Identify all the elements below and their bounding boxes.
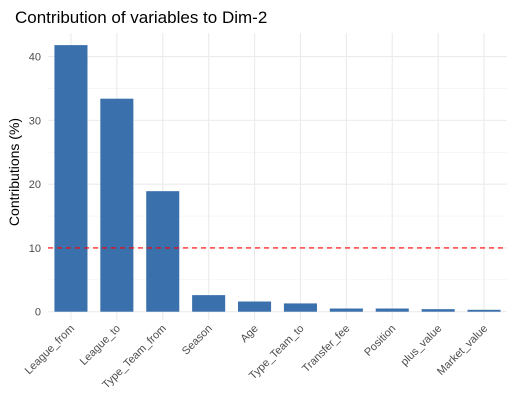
bar-type-team-to — [283, 303, 317, 312]
bar-type-team-from — [146, 191, 180, 312]
bar-league-from — [54, 45, 88, 312]
y-tick-label: 10 — [29, 243, 41, 255]
x-tick-label: League_from — [23, 323, 77, 377]
y-axis-title: Contributions (%) — [6, 118, 22, 226]
y-tick-label: 40 — [29, 52, 41, 64]
bar-transfer-fee — [329, 308, 363, 312]
y-tick-label: 20 — [29, 179, 41, 191]
bar-season — [192, 295, 226, 312]
x-tick-label: Transfer_fee — [300, 323, 352, 375]
bars — [54, 45, 501, 312]
y-tick-label: 30 — [29, 115, 41, 127]
x-tick-label: Position — [362, 323, 398, 359]
x-tick-label: Age — [238, 323, 260, 345]
y-tick-label: 0 — [35, 307, 41, 319]
bar-age — [238, 301, 272, 312]
x-tick-label: Season — [180, 323, 215, 358]
y-axis-ticks: 0 10 20 30 40 — [29, 52, 41, 319]
chart-title: Contribution of variables to Dim-2 — [15, 8, 267, 27]
x-tick-label: plus_value — [399, 323, 445, 369]
bar-position — [375, 308, 409, 312]
bar-market-value — [467, 309, 501, 312]
bar-league-to — [100, 98, 134, 312]
x-tick-label: League_to — [78, 323, 123, 368]
bar-plus-value — [421, 309, 455, 312]
